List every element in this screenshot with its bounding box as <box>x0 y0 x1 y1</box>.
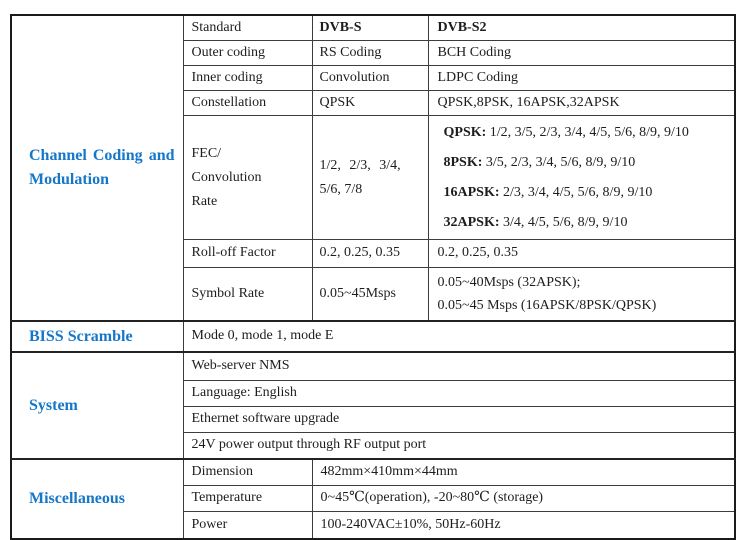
cell-system-language: Language: English <box>182 380 736 407</box>
row-system-2: Language: English <box>11 380 736 407</box>
cell-fec-dvbs2: QPSK: 1/2, 3/5, 2/3, 3/4, 4/5, 5/6, 8/9,… <box>427 115 736 240</box>
row-system-3: Ethernet software upgrade <box>11 406 736 433</box>
cell-system-nms: Web-server NMS <box>182 351 736 381</box>
category-channel-coding-label: Channel Coding and Modulation <box>29 147 175 188</box>
cell-rolloff-dvbs: 0.2, 0.25, 0.35 <box>311 239 429 268</box>
fec-16apsk-prefix: 16APSK: <box>443 184 500 200</box>
fec-qpsk-prefix: QPSK: <box>443 124 487 140</box>
category-channel-coding: Channel Coding and Modulation <box>10 14 184 322</box>
cell-symbol-dvbs2: 0.05~40Msps (32APSK); 0.05~45 Msps (16AP… <box>427 267 736 322</box>
cell-system-power-output: 24V power output through RF output port <box>182 432 736 460</box>
cell-inner-label: Inner coding <box>182 65 313 91</box>
row-system-4: 24V power output through RF output port <box>11 432 736 460</box>
cell-dimension-label: Dimension <box>182 458 313 486</box>
cell-biss-value: Mode 0, mode 1, mode E <box>182 320 736 353</box>
row-biss: BISS Scramble Mode 0, mode 1, mode E <box>10 320 736 353</box>
cell-constellation-label: Constellation <box>182 90 313 116</box>
row-standard: Channel Coding and Modulation Standard D… <box>10 14 736 322</box>
row-symbol-rate: Symbol Rate 0.05~45Msps 0.05~40Msps (32A… <box>11 267 736 322</box>
category-misc: Miscellaneous <box>10 458 184 540</box>
cell-standard-label: Standard <box>182 14 313 41</box>
cell-system-upgrade: Ethernet software upgrade <box>182 406 736 433</box>
cell-constellation-dvbs: QPSK <box>311 90 429 116</box>
row-temperature: Temperature 0~45℃(operation), -20~80℃ (s… <box>11 485 736 512</box>
cell-power-label: Power <box>182 511 313 540</box>
spec-table: Channel Coding and Modulation Standard D… <box>10 14 736 540</box>
row-fec: FEC/ Convolution Rate 1/2, 2/3, 3/4, 5/6… <box>11 115 736 240</box>
cell-temperature-label: Temperature <box>182 485 313 512</box>
row-rolloff: Roll-off Factor 0.2, 0.25, 0.35 0.2, 0.2… <box>11 239 736 268</box>
row-system-1: System Web-server NMS <box>10 351 736 460</box>
cell-rolloff-dvbs2: 0.2, 0.25, 0.35 <box>427 239 736 268</box>
row-dimension: Miscellaneous Dimension 482mm×410mm×44mm <box>10 458 736 540</box>
fec-8psk-prefix: 8PSK: <box>443 154 483 170</box>
cell-temperature-value: 0~45℃(operation), -20~80℃ (storage) <box>311 485 736 512</box>
cell-standard-dvbs2: DVB-S2 <box>427 14 736 41</box>
cell-dimension-value: 482mm×410mm×44mm <box>311 458 736 486</box>
category-biss-label: BISS Scramble <box>29 327 133 345</box>
cell-fec-label: FEC/ Convolution Rate <box>182 115 313 240</box>
cell-power-value: 100-240VAC±10%, 50Hz-60Hz <box>311 511 736 540</box>
cell-rolloff-label: Roll-off Factor <box>182 239 313 268</box>
cell-outer-dvbs: RS Coding <box>311 40 429 66</box>
cell-outer-label: Outer coding <box>182 40 313 66</box>
row-constellation: Constellation QPSK QPSK,8PSK, 16APSK,32A… <box>11 90 736 116</box>
category-biss: BISS Scramble <box>10 320 184 353</box>
cell-standard-dvbs: DVB-S <box>311 14 429 41</box>
cell-fec-dvbs: 1/2, 2/3, 3/4, 5/6, 7/8 <box>311 115 429 240</box>
category-misc-label: Miscellaneous <box>29 490 125 507</box>
category-system-label: System <box>29 396 78 414</box>
cell-outer-dvbs2: BCH Coding <box>427 40 736 66</box>
category-system: System <box>10 351 184 460</box>
cell-inner-dvbs2: LDPC Coding <box>427 65 736 91</box>
cell-symbol-label: Symbol Rate <box>182 267 313 322</box>
fec-32apsk-prefix: 32APSK: <box>443 214 500 230</box>
row-inner-coding: Inner coding Convolution LDPC Coding <box>11 65 736 91</box>
cell-constellation-dvbs2: QPSK,8PSK, 16APSK,32APSK <box>427 90 736 116</box>
cell-symbol-dvbs: 0.05~45Msps <box>311 267 429 322</box>
cell-inner-dvbs: Convolution <box>311 65 429 91</box>
